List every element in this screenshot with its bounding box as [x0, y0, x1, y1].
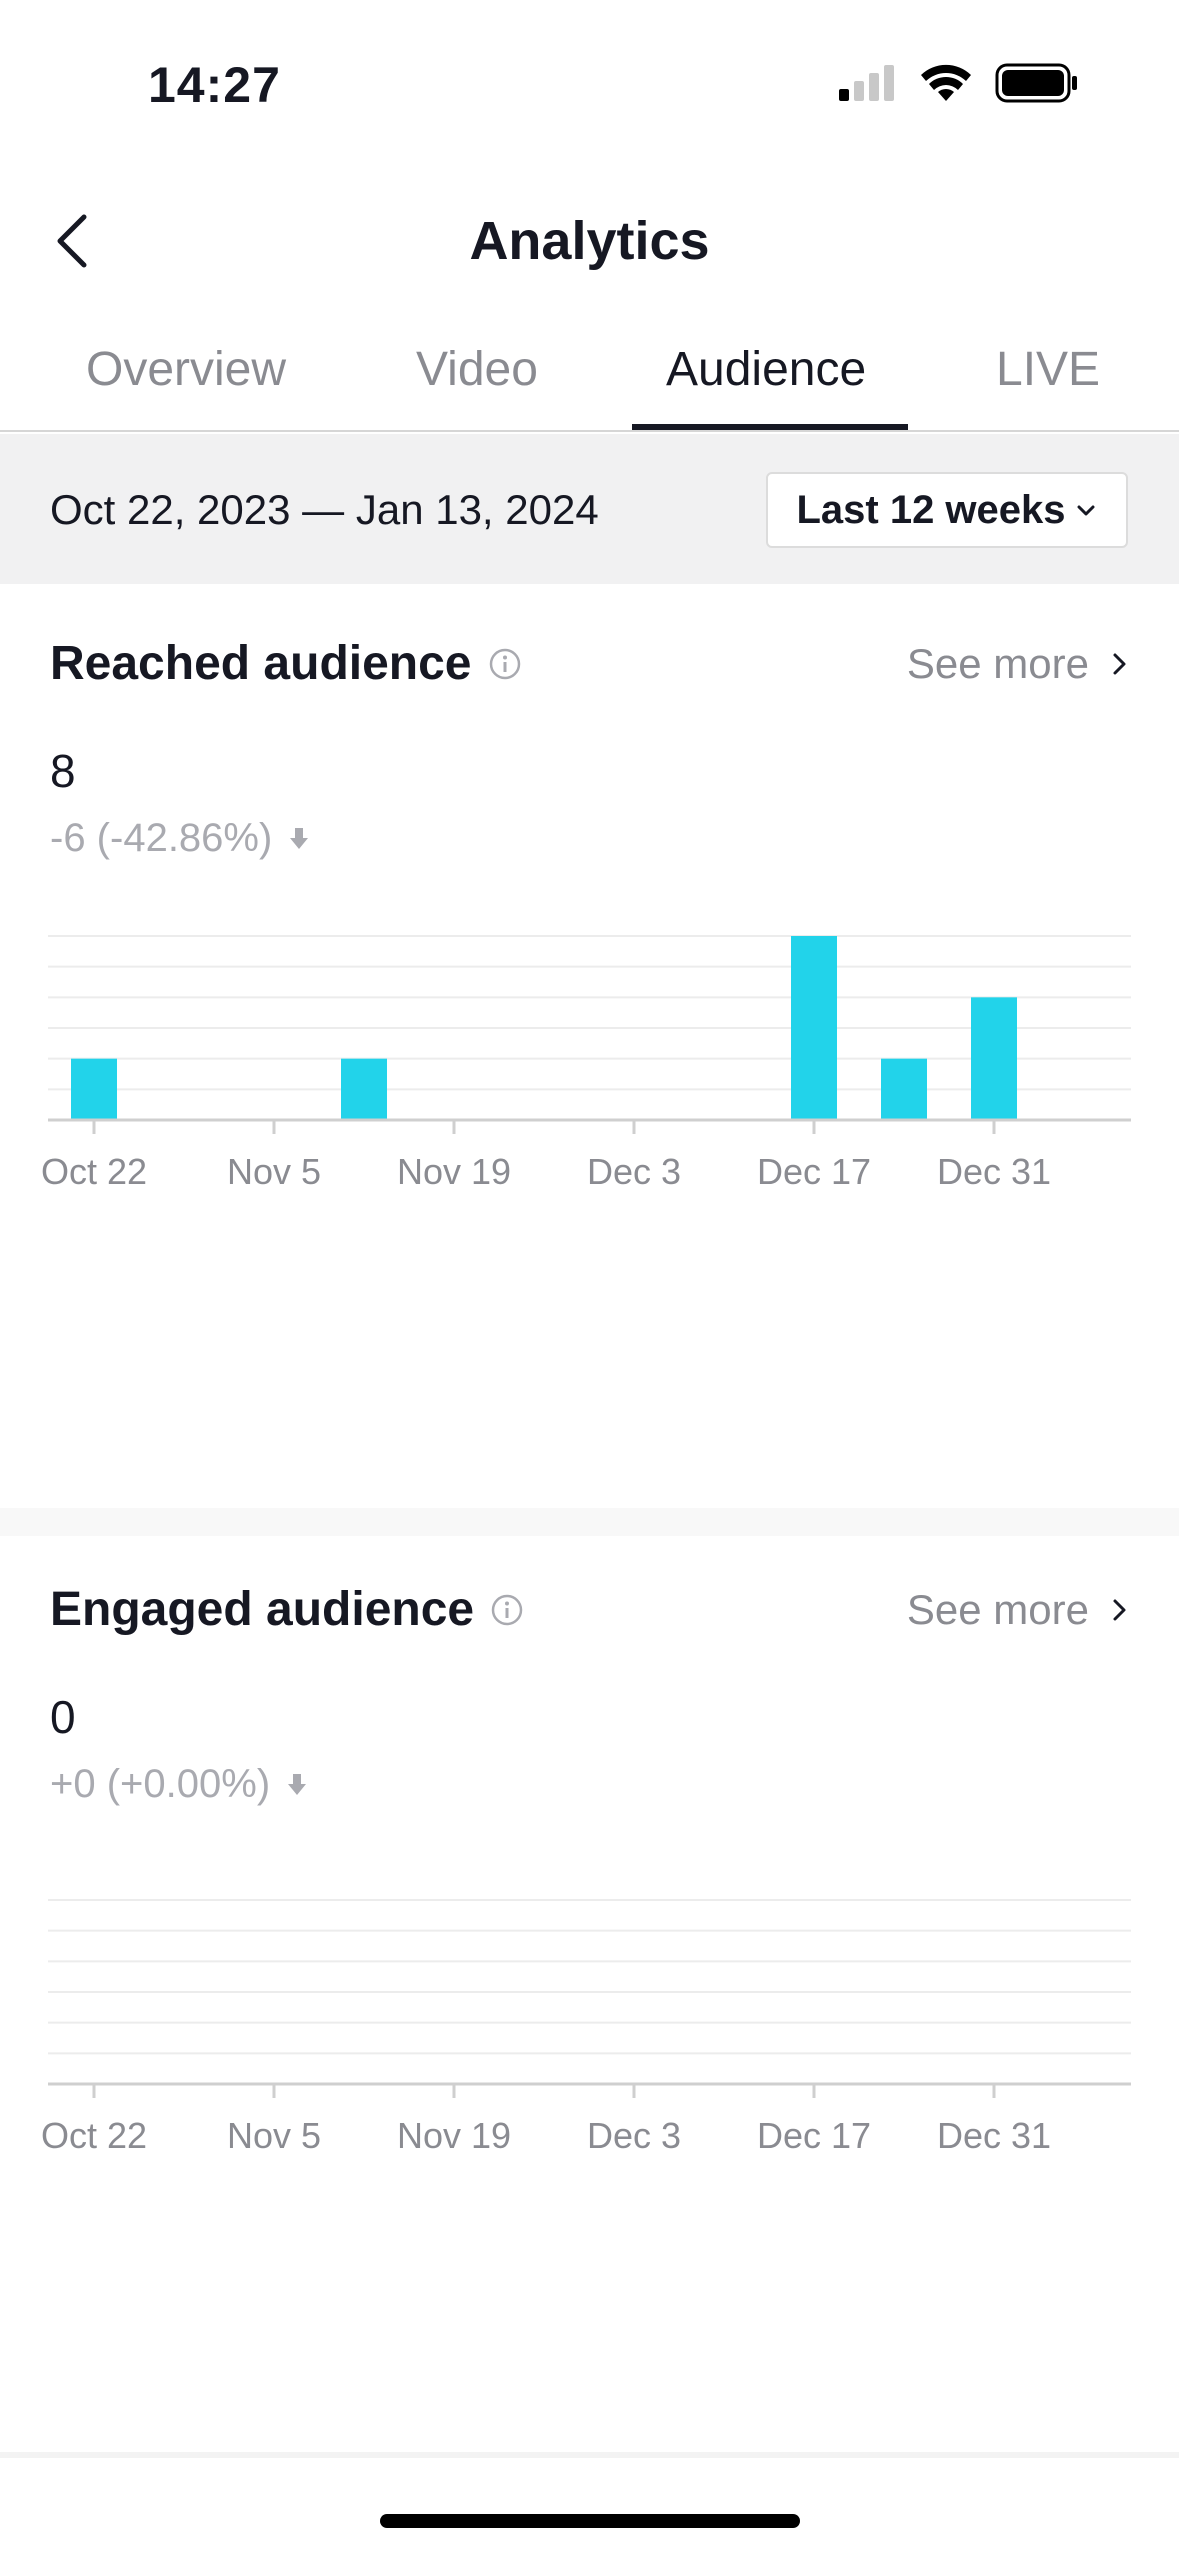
chevron-right-icon [1113, 1599, 1126, 1621]
engaged-see-more-link[interactable]: See more [907, 1586, 1129, 1634]
reached-audience-delta: -6 (-42.86%) [50, 816, 273, 860]
section-divider [0, 1508, 1179, 1536]
cellular-signal-icon [839, 65, 894, 101]
info-icon[interactable] [488, 647, 522, 681]
x-tick-label: Nov 5 [227, 2115, 321, 2156]
back-arrow-icon[interactable] [40, 205, 110, 275]
wifi-icon [921, 64, 971, 101]
engaged-audience-delta-row: +0 (+0.00%) [50, 1762, 308, 1807]
engaged-audience-section: Engaged audience See more 0 +0 (+0.00%) … [0, 1536, 1179, 2452]
x-tick-label: Oct 22 [41, 1151, 147, 1192]
reached-audience-chart: Oct 22 Nov 5 Nov 19 Dec 3 Dec 17 Dec 31 [41, 935, 1131, 1192]
reached-audience-title: Reached audience [50, 637, 472, 690]
tab-live[interactable]: LIVE [996, 343, 1101, 396]
x-tick-label: Nov 19 [397, 2115, 511, 2156]
date-range-select-label: Last 12 weeks [796, 487, 1066, 532]
arrow-down-icon [288, 1773, 307, 1795]
chart-bar [71, 1058, 117, 1120]
status-time: 14:27 [148, 57, 281, 113]
reached-see-more-link[interactable]: See more [907, 640, 1129, 688]
x-tick-label: Dec 17 [757, 2115, 871, 2156]
engaged-audience-value: 0 [50, 1691, 76, 1743]
x-tick-label: Dec 3 [587, 2115, 681, 2156]
x-tick-label: Dec 3 [587, 1151, 681, 1192]
chart-bar [341, 1058, 387, 1120]
tab-audience[interactable]: Audience [666, 343, 867, 396]
chart-bar [971, 997, 1017, 1120]
x-tick-label: Nov 19 [397, 1151, 511, 1192]
x-tick-label: Oct 22 [41, 2115, 147, 2156]
x-tick-label: Nov 5 [227, 1151, 321, 1192]
chevron-right-icon [1113, 653, 1126, 675]
x-tick-label: Dec 31 [937, 2115, 1051, 2156]
home-indicator[interactable] [380, 2514, 800, 2528]
x-tick-label: Dec 17 [757, 1151, 871, 1192]
tab-video[interactable]: Video [416, 343, 538, 396]
reached-audience-title-row: Reached audience [50, 636, 522, 691]
bottom-divider [0, 2452, 1179, 2458]
engaged-audience-delta: +0 (+0.00%) [50, 1762, 271, 1806]
reached-audience-delta-row: -6 (-42.86%) [50, 816, 310, 861]
engaged-audience-chart: Oct 22 Nov 5 Nov 19 Dec 3 Dec 17 Dec 31 [41, 1899, 1131, 2156]
arrow-down-icon [290, 827, 309, 849]
info-icon[interactable] [490, 1593, 524, 1627]
reached-audience-section: Reached audience See more 8 -6 (-42.86%)… [0, 584, 1179, 1508]
tab-overview[interactable]: Overview [86, 343, 287, 396]
engaged-audience-title: Engaged audience [50, 1583, 475, 1636]
battery-icon [995, 63, 1077, 103]
reached-audience-value: 8 [50, 745, 76, 797]
status-bar: 14:27 [0, 0, 1179, 170]
chart-bar [791, 936, 837, 1120]
tab-bar: Overview Video Audience LIVE [0, 312, 1179, 432]
status-icons [837, 62, 1079, 104]
date-range-bar: Oct 22, 2023 — Jan 13, 2024 Last 12 week… [0, 434, 1179, 584]
chevron-down-icon [1077, 505, 1095, 516]
engaged-audience-title-row: Engaged audience [50, 1582, 524, 1637]
x-tick-label: Dec 31 [937, 1151, 1051, 1192]
date-range-text: Oct 22, 2023 — Jan 13, 2024 [50, 486, 599, 533]
date-range-select[interactable]: Last 12 weeks [766, 472, 1128, 548]
chart-bar [881, 1058, 927, 1120]
active-tab-indicator [632, 424, 908, 430]
nav-bar: Analytics [0, 170, 1179, 310]
page-title: Analytics [469, 211, 710, 271]
see-more-label: See more [906, 640, 1089, 687]
see-more-label: See more [906, 1586, 1089, 1633]
